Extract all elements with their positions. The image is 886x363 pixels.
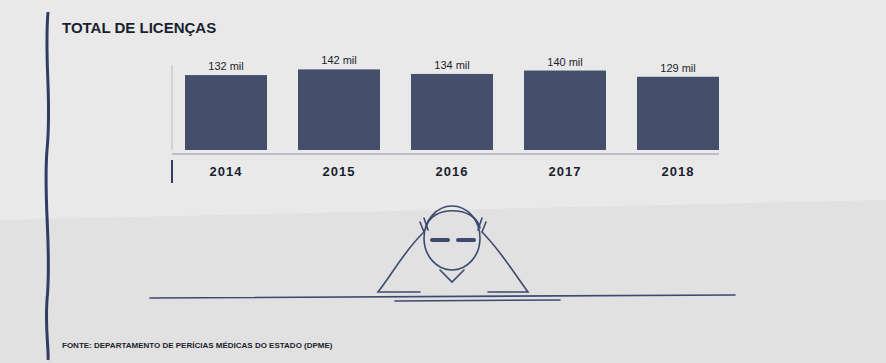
illustration bbox=[150, 206, 735, 301]
paper bbox=[395, 300, 560, 301]
hair bbox=[426, 211, 480, 228]
paper-shade bbox=[0, 200, 886, 363]
background bbox=[0, 0, 886, 363]
x-tick-label: 2017 bbox=[549, 164, 582, 179]
labels: 132 mil 2014 142 mil 2015 134 mil 2016 140 mil… bbox=[208, 54, 695, 179]
title: TOTAL DE LICENÇAS bbox=[62, 19, 216, 36]
x-tick-label: 2015 bbox=[323, 164, 356, 179]
glasses bbox=[432, 238, 474, 242]
baseline bbox=[172, 154, 719, 155]
fingers bbox=[420, 218, 486, 232]
data-label: 129 mil bbox=[660, 62, 695, 74]
bar bbox=[298, 69, 380, 150]
data-label: 134 mil bbox=[434, 59, 469, 71]
bar bbox=[411, 74, 493, 150]
right-arm bbox=[482, 232, 528, 292]
bar bbox=[185, 75, 267, 150]
decor-tick bbox=[171, 160, 173, 183]
head bbox=[424, 206, 480, 270]
y-axis-line bbox=[172, 65, 173, 150]
bars bbox=[185, 69, 719, 150]
x-tick-label: 2014 bbox=[210, 164, 243, 179]
desk-line bbox=[150, 295, 735, 298]
decor-line bbox=[46, 12, 49, 360]
bar bbox=[524, 71, 606, 150]
collar bbox=[440, 270, 464, 282]
data-label: 142 mil bbox=[321, 54, 356, 66]
left-arm bbox=[378, 232, 424, 292]
bar bbox=[637, 77, 719, 150]
x-tick-label: 2016 bbox=[436, 164, 469, 179]
source: FONTE: DEPARTAMENTO DE PERÍCIAS MÉDICAS … bbox=[62, 341, 333, 350]
data-label: 132 mil bbox=[208, 60, 243, 72]
x-tick-label: 2018 bbox=[662, 164, 695, 179]
chart-root: TOTAL DE LICENÇAS132 mil2014142 mil20151… bbox=[0, 0, 886, 363]
data-label: 140 mil bbox=[547, 56, 582, 68]
